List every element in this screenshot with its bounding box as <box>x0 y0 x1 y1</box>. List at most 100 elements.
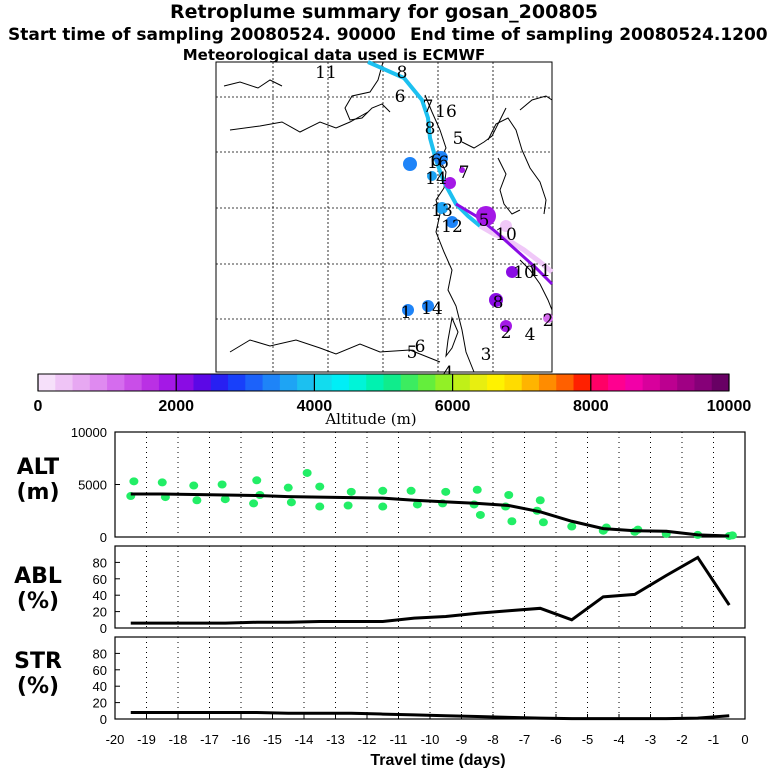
y-tick-label: 40 <box>93 588 107 603</box>
y-tick-label: 60 <box>93 663 107 678</box>
colorbar-segment <box>228 374 246 391</box>
x-tick-label: -12 <box>358 732 377 747</box>
y-tick-label: 10000 <box>71 425 107 440</box>
altitude-scatter-point <box>302 468 312 477</box>
map-day-label: 13 <box>431 201 453 221</box>
colorbar-segment <box>72 374 91 391</box>
altitude-scatter-point <box>727 531 737 540</box>
x-tick-label: -18 <box>169 732 188 747</box>
colorbar-title: Altitude (m) <box>324 410 416 428</box>
trajectory-point <box>402 304 414 316</box>
abl-panel-unit: (%) <box>16 589 60 614</box>
str-panel-unit: (%) <box>16 674 60 699</box>
start-time-label: Start time of sampling 20080524. 90000 <box>8 25 396 45</box>
colorbar-tick-label: 8000 <box>573 398 609 415</box>
x-tick-label: -9 <box>456 732 468 747</box>
map-day-label: 8 <box>425 119 436 139</box>
series-line-0 <box>130 492 730 538</box>
y-tick-label: 0 <box>100 712 107 727</box>
y-tick-label: 80 <box>93 555 107 570</box>
y-tick-label: 80 <box>93 646 107 661</box>
map-day-label: 3 <box>481 345 492 365</box>
colorbar-segment <box>487 374 505 391</box>
x-tick-label: -1 <box>708 732 720 747</box>
colorbar-segment <box>418 374 436 391</box>
y-tick-label: 0 <box>100 621 107 636</box>
coastline <box>344 61 391 121</box>
chart-title: Retroplume summary for gosan_200805 <box>169 1 599 23</box>
colorbar-segment <box>279 374 298 391</box>
colorbar-tick-label: 10000 <box>707 398 752 415</box>
colorbar-segment <box>642 374 661 391</box>
map-day-label: 4 <box>525 325 536 345</box>
trajectory-mean-low <box>367 60 482 228</box>
trajectory-point <box>489 293 503 307</box>
colorbar-tick-label: 6000 <box>435 398 471 415</box>
trajectory-point <box>476 206 496 226</box>
altitude-scatter-point <box>507 517 517 526</box>
x-tick-label: -8 <box>487 732 499 747</box>
map-day-label: 5 <box>453 129 464 149</box>
series-line-1 <box>130 555 731 625</box>
colorbar-segment <box>694 374 713 391</box>
altitude-scatter-point <box>535 496 545 505</box>
coastline <box>424 94 475 373</box>
x-tick-label: -4 <box>613 732 625 747</box>
map-day-label: 5 <box>407 343 418 363</box>
altitude-scatter-point <box>129 477 139 486</box>
colorbar-segment <box>556 374 575 391</box>
altitude-scatter-point <box>249 499 259 508</box>
colorbar-segment <box>89 374 108 391</box>
colorbar-segment <box>504 374 523 391</box>
colorbar-segment <box>608 374 626 391</box>
x-tick-label: -7 <box>519 732 531 747</box>
map-day-label: 7 <box>423 97 434 117</box>
x-tick-label: -17 <box>200 732 219 747</box>
y-tick-label: 60 <box>93 572 107 587</box>
altitude-scatter-point <box>346 487 356 496</box>
trajectory-point <box>434 151 448 165</box>
altitude-scatter-point <box>286 498 296 507</box>
altitude-scatter-point <box>283 483 293 492</box>
coastline <box>445 316 459 358</box>
map-day-label: 14 <box>421 299 443 319</box>
altitude-scatter-point <box>567 522 577 531</box>
colorbar-segment <box>538 374 557 391</box>
map-day-label: 5 <box>479 211 490 231</box>
coastline <box>229 339 441 363</box>
y-tick-label: 0 <box>100 530 107 545</box>
x-tick-label: -11 <box>390 732 408 747</box>
coastline <box>223 79 283 89</box>
altitude-scatter-point <box>378 502 388 511</box>
altitude-scatter-point <box>406 486 416 495</box>
colorbar-segment <box>625 374 644 391</box>
map-day-label: 7 <box>459 163 470 183</box>
coastline <box>229 111 369 133</box>
x-tick-label: -2 <box>676 732 688 747</box>
x-tick-label: -5 <box>582 732 594 747</box>
colorbar-segment <box>176 374 194 391</box>
altitude-scatter-point <box>189 481 199 490</box>
trajectory-point <box>422 300 434 312</box>
trajectory-mean-light <box>478 223 554 274</box>
trajectory-point <box>459 167 465 173</box>
alt-panel-unit: (m) <box>16 480 60 505</box>
alt-panel-label: ALT <box>16 455 60 480</box>
abl-panel-label: ABL <box>14 564 62 589</box>
y-tick-label: 20 <box>93 696 107 711</box>
colorbar-segment <box>262 374 281 391</box>
trajectory-point <box>436 202 448 214</box>
map-day-label: 11 <box>529 261 551 281</box>
colorbar-segment <box>331 374 350 391</box>
x-tick-label: -6 <box>550 732 562 747</box>
altitude-scatter-point <box>343 501 353 510</box>
altitude-scatter-point <box>157 478 167 487</box>
colorbar-segment <box>124 374 143 391</box>
map-day-label: 6 <box>395 87 406 107</box>
map-day-label: 6 <box>431 151 442 171</box>
altitude-scatter-point <box>192 496 202 505</box>
altitude-scatter-point <box>538 518 548 527</box>
altitude-scatter-point <box>252 476 262 485</box>
